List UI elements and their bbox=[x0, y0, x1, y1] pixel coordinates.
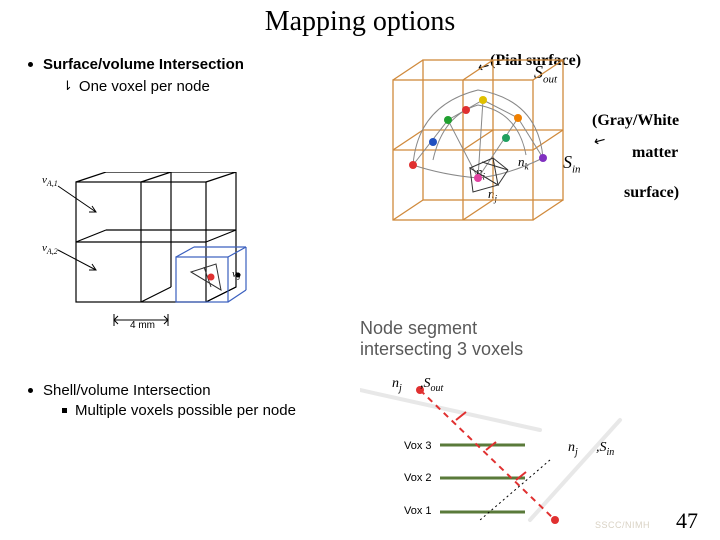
bullet-dot-icon bbox=[28, 62, 33, 67]
label-vox1: Vox 1 bbox=[404, 505, 432, 517]
sub-bullet-glyph-icon: ⇂ bbox=[62, 78, 73, 94]
arrow-gw-icon: ↙ bbox=[591, 130, 610, 151]
diagram-brain-mesh bbox=[378, 50, 588, 250]
label-sin2: ,Sin bbox=[596, 440, 614, 458]
label-va1: vA,1 bbox=[42, 174, 58, 188]
label-gray-white-2: matter bbox=[632, 144, 678, 162]
va1-sub: A,1 bbox=[47, 179, 58, 188]
sin2-s: ,S bbox=[596, 440, 607, 455]
label-vox3: Vox 3 bbox=[404, 440, 432, 452]
caption-node-segment: Node segment intersecting 3 voxels bbox=[360, 318, 523, 359]
nodeseg-line2: intersecting 3 voxels bbox=[360, 339, 523, 360]
diagram-cube-voxel bbox=[56, 172, 276, 342]
sub-bullet-square-icon bbox=[62, 408, 67, 413]
label-gray-white-1: (Gray/White bbox=[592, 112, 679, 130]
sin2-sub: in bbox=[607, 447, 615, 458]
label-vox2: Vox 2 bbox=[404, 472, 432, 484]
bullet-top-text: Surface/volume Intersection bbox=[43, 56, 244, 73]
nj2-n: n bbox=[568, 440, 575, 455]
label-gray-white-3: surface) bbox=[624, 184, 679, 202]
bullet-surface-volume: Surface/volume Intersection bbox=[28, 56, 244, 73]
sout2-sub: out bbox=[431, 383, 444, 394]
va2-sub: A,2 bbox=[47, 247, 58, 256]
bullet-dot-icon-2 bbox=[28, 388, 33, 393]
label-4mm: 4 mm bbox=[130, 320, 155, 331]
sub-bullet-multi-voxel: Multiple voxels possible per node bbox=[62, 402, 322, 421]
vj-sub: J bbox=[237, 273, 241, 282]
nodeseg-line1: Node segment bbox=[360, 318, 523, 339]
label-va2: vA,2 bbox=[42, 242, 58, 256]
sub-bot-text: Multiple voxels possible per node bbox=[75, 402, 296, 419]
label-sout2: ,Sout bbox=[420, 376, 443, 394]
label-nj-sin: nj bbox=[568, 440, 578, 458]
sout2-s: ,S bbox=[420, 376, 431, 391]
nj1-n: n bbox=[392, 376, 399, 391]
nj1-sub: j bbox=[399, 383, 402, 394]
sub-top-text: One voxel per node bbox=[79, 78, 210, 95]
label-nj-sout: nj bbox=[392, 376, 402, 394]
bullet-shell-volume: Shell/volume Intersection bbox=[28, 382, 211, 399]
bullet-bot-text: Shell/volume Intersection bbox=[43, 382, 211, 399]
footer-watermark: SSCC/NIMH bbox=[595, 520, 650, 530]
label-vj: vJ bbox=[232, 268, 240, 282]
nj2-sub: j bbox=[575, 447, 578, 458]
slide-title: Mapping options bbox=[0, 6, 720, 38]
page-number: 47 bbox=[676, 508, 698, 534]
sub-bullet-one-voxel: ⇂ One voxel per node bbox=[62, 78, 210, 95]
